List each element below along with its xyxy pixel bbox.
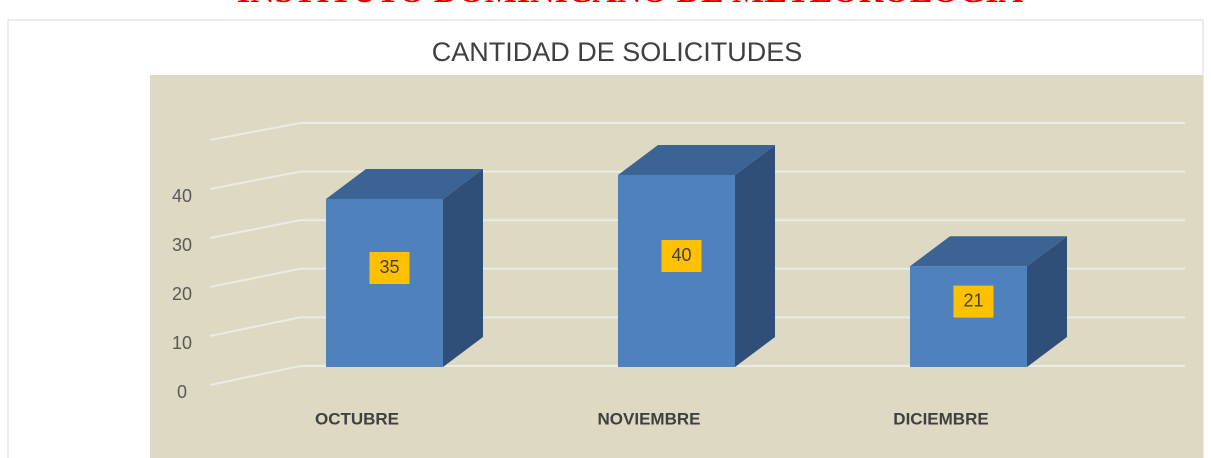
bar-top xyxy=(618,145,775,175)
data-label: 35 xyxy=(379,257,399,277)
grid-line xyxy=(209,267,1185,288)
header-title: INSTITUTO DOMINICANO DE METEOROLOGIA xyxy=(237,0,1024,10)
data-label: 21 xyxy=(963,290,983,310)
grid-line xyxy=(209,122,1185,141)
x-tick-label: OCTUBRE xyxy=(315,409,399,428)
grid-line xyxy=(209,170,1185,190)
grid-line xyxy=(209,219,1185,239)
data-label: 40 xyxy=(671,245,691,265)
bar-top xyxy=(910,236,1067,267)
bar-side xyxy=(1027,236,1067,367)
data-label-box xyxy=(369,252,410,284)
y-tick-label: 0 xyxy=(177,382,187,402)
y-tick-label: 20 xyxy=(172,284,192,304)
bar-side xyxy=(443,169,483,367)
grid-line xyxy=(209,365,1185,386)
y-tick-label: 40 xyxy=(172,186,192,206)
bar-side xyxy=(735,145,775,367)
bar-top xyxy=(326,169,483,199)
grid-line xyxy=(209,316,1185,337)
y-tick-label: 30 xyxy=(172,235,192,255)
data-label-box xyxy=(953,285,994,318)
chart-title: CANTIDAD DE SOLICITUDES xyxy=(432,37,803,67)
x-tick-label: NOVIEMBRE xyxy=(598,409,701,428)
y-tick-label: 10 xyxy=(172,333,192,353)
x-tick-label: DICIEMBRE xyxy=(893,409,988,428)
data-label-box xyxy=(661,240,702,272)
